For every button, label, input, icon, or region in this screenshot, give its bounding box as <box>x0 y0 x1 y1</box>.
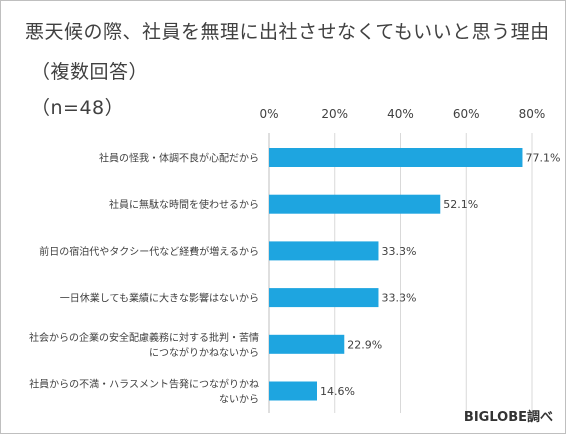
bar <box>269 334 345 354</box>
chart-subtitle: （複数回答） <box>31 61 149 83</box>
x-tick-label: 0% <box>259 107 278 121</box>
x-tick-label: 80% <box>519 107 546 121</box>
x-tick-label: 60% <box>453 107 480 121</box>
bar <box>269 288 379 308</box>
value-label: 77.1% <box>525 152 560 165</box>
value-label: 33.3% <box>381 292 416 305</box>
value-label: 33.3% <box>381 245 416 258</box>
x-tick-label: 20% <box>321 107 348 121</box>
chart-title: 悪天候の際、社員を無理に出社させなくてもいいと思う理由 <box>25 21 550 43</box>
value-label: 52.1% <box>443 198 478 211</box>
category-label: 一日休業しても業績に大きな影響はないから <box>60 292 259 305</box>
category-label: につながりかねないから <box>149 346 259 359</box>
bar <box>269 148 523 167</box>
bar <box>269 381 317 401</box>
category-label: 社員に無駄な時間を使わせるから <box>109 198 259 211</box>
value-label: 22.9% <box>347 338 382 351</box>
sample-size: （n=48） <box>31 97 125 119</box>
x-tick-label: 40% <box>387 107 414 121</box>
bar <box>269 194 441 214</box>
category-label: 社会からの企業の安全配慮義務に対する批判・苦情 <box>29 331 259 344</box>
bar <box>269 241 379 261</box>
category-label: 社員の怪我・体調不良が心配だから <box>99 152 259 165</box>
value-label: 14.6% <box>320 385 355 398</box>
category-label: 社員からの不満・ハラスメント告発につながりかね <box>29 378 259 391</box>
source-credit: BIGLOBE調べ <box>463 410 553 425</box>
category-label: ないから <box>219 394 259 406</box>
category-label: 前日の宿泊代やタクシー代など経費が増えるから <box>39 245 259 258</box>
